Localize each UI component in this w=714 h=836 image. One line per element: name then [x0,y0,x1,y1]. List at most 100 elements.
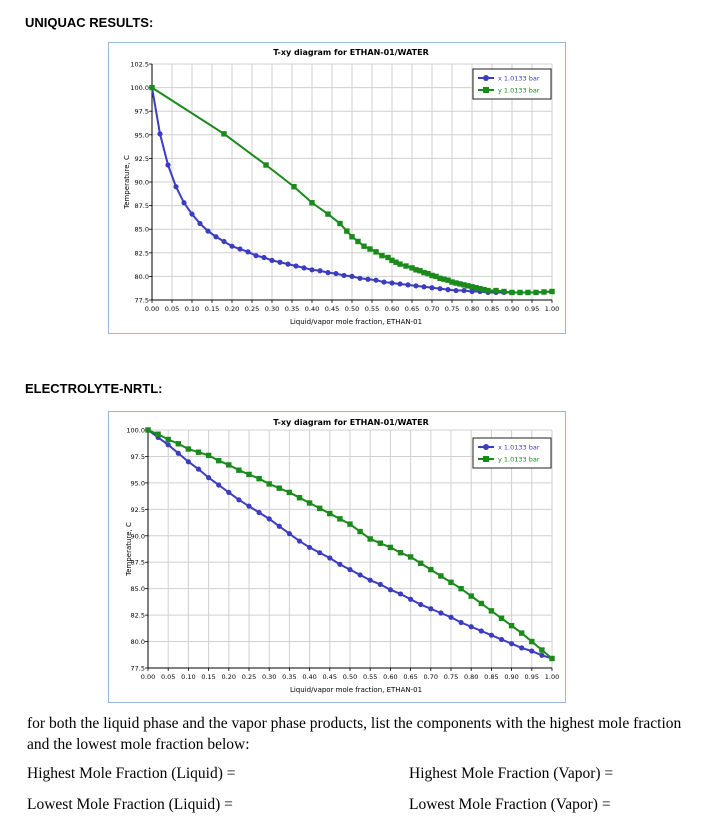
data-point-y [533,289,539,296]
y-tick-label: 100.0 [130,84,149,92]
chart-title: T-xy diagram for ETHAN-01/WATER [273,48,429,57]
data-point-y [509,289,515,296]
data-point-y [367,536,373,542]
y-tick-label: 102.5 [130,61,149,69]
data-point-y [425,270,431,277]
data-point-x [253,253,259,259]
data-point-x [509,641,515,647]
data-point-y [379,252,385,259]
x-tick-label: 0.10 [185,305,199,313]
data-point-y [389,257,395,264]
data-point-y [465,283,471,289]
data-point-x [317,550,323,556]
data-point-y [525,289,531,296]
data-point-x [286,531,292,537]
legend: x 1.0133 bar y 1.0133 bar [472,68,552,100]
data-point-x [377,581,383,588]
data-point-y [493,287,499,294]
data-point-x [437,286,443,292]
x-tick-label: 0.55 [363,673,377,681]
data-point-x [175,450,181,456]
data-point-x [519,645,525,651]
nrtl-heading: ELECTROLYTE-NRTL: [25,381,163,396]
highest-liquid-label: Highest Mole Fraction (Liquid) = [27,765,236,782]
data-point-y [438,573,444,579]
x-tick-label: 1.00 [545,673,559,681]
data-point-y [407,554,414,560]
y-tick-label: 80.0 [135,273,149,281]
highest-vapor-label: Highest Mole Fraction (Vapor) = [409,765,614,782]
data-point-y [449,279,455,285]
data-point-x [347,567,353,573]
y-axis-label: Temperature, C [123,155,131,210]
data-point-x [327,555,333,561]
x-tick-label: 0.20 [225,305,239,313]
data-point-x [181,200,187,206]
data-point-x [285,261,291,267]
data-point-x [445,287,451,293]
data-point-y [433,273,439,280]
legend-label: y 1.0133 bar [498,87,540,95]
legend-box [472,68,552,100]
data-point-x [429,285,435,291]
x-tick-label: 0.85 [484,673,498,681]
data-point-x [498,636,505,643]
data-point-x [325,270,331,276]
data-point-y [377,540,383,546]
x-axis-label: Liquid/vapor mole fraction, ETHAN-01 [290,318,422,326]
data-point-y [549,655,555,662]
x-axis-label: Liquid/vapor mole fraction, ETHAN-01 [290,686,422,694]
x-tick-label: 0.30 [262,673,276,681]
data-point-x [277,259,283,265]
data-point-y [461,282,467,288]
uniquac-heading: UNIQUAC RESULTS: [25,15,154,30]
data-point-x [213,234,219,240]
data-point-x [245,249,251,255]
data-point-y [221,131,227,137]
y-tick-label: 82.5 [135,249,149,257]
x-tick-label: 0.85 [485,305,499,313]
data-point-x [421,284,427,290]
data-point-y [473,285,479,291]
data-point-x [468,624,474,630]
x-tick-label: 0.45 [325,305,339,313]
data-point-y [309,200,315,206]
data-point-y [453,280,459,286]
data-point-y [291,184,297,190]
x-tick-label: 0.80 [465,305,479,313]
data-point-y [216,457,222,464]
data-point-y [418,560,424,566]
data-point-y [306,500,313,506]
y-tick-label: 87.5 [131,559,145,567]
data-point-x [333,270,339,277]
data-point-x [413,283,419,289]
data-point-x [296,538,303,544]
data-point-x [229,243,235,249]
x-tick-label: 0.95 [525,673,539,681]
data-point-y [481,286,487,293]
data-point-y [397,550,404,556]
legend-marker-square [483,87,489,93]
x-tick-label: 0.15 [201,673,215,681]
data-point-y [165,436,171,443]
y-tick-label: 80.0 [131,638,145,646]
legend-marker-circle [483,444,489,450]
data-point-y [296,494,303,501]
data-point-y [373,249,379,255]
data-point-y [428,566,434,573]
data-point-x [317,268,323,274]
data-point-x [405,282,411,288]
x-tick-label: 0.35 [282,673,296,681]
data-point-y [549,288,555,295]
lowest-vapor-label: Lowest Mole Fraction (Vapor) = [409,796,611,813]
data-point-x [381,279,387,285]
data-point-y [469,284,475,290]
x-tick-label: 0.50 [343,673,357,681]
data-point-y [355,238,361,245]
x-tick-label: 0.25 [245,305,259,313]
data-point-y [276,485,282,491]
data-point-x [418,601,424,608]
data-point-y [508,622,515,629]
y-tick-label: 100.0 [126,427,145,435]
x-tick-label: 0.60 [385,305,399,313]
